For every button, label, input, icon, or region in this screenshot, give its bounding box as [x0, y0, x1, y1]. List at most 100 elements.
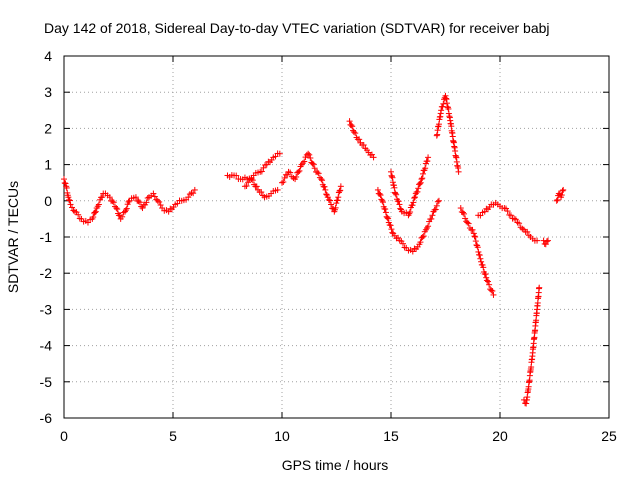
data-point: [434, 198, 441, 205]
data-point: [281, 174, 288, 181]
x-tick-label: 10: [274, 428, 290, 444]
data-point: [524, 228, 531, 235]
data-point: [63, 184, 70, 191]
data-point: [409, 202, 416, 209]
data-point: [287, 169, 294, 176]
data-point: [75, 211, 82, 218]
data-point: [67, 201, 74, 208]
data-point: [315, 170, 322, 177]
data-point: [461, 210, 468, 217]
data-point: [249, 177, 256, 184]
data-point: [318, 176, 325, 183]
x-axis-label: GPS time / hours: [282, 457, 389, 473]
data-point: [114, 206, 121, 213]
data-point: [144, 195, 151, 202]
data-point: [377, 192, 384, 199]
data-point: [65, 194, 72, 201]
data-point: [385, 215, 392, 222]
data-point: [488, 287, 495, 294]
data-point: [397, 205, 404, 212]
data-point: [470, 230, 477, 237]
y-tick-label: 4: [44, 48, 52, 64]
data-point: [174, 200, 181, 207]
data-point: [95, 201, 102, 208]
data-point: [151, 193, 158, 200]
data-point: [419, 175, 426, 182]
data-point: [350, 129, 357, 136]
data-point: [376, 190, 383, 197]
data-point: [295, 168, 302, 175]
data-point: [472, 238, 479, 245]
y-tick-label: -6: [40, 410, 53, 426]
data-point: [417, 239, 424, 246]
y-tick-label: -4: [40, 338, 53, 354]
data-point: [424, 158, 431, 165]
data-point: [459, 209, 466, 216]
data-point: [352, 130, 359, 137]
data-point: [333, 200, 340, 207]
data-point: [150, 190, 157, 197]
data-point: [425, 223, 432, 230]
data-point: [122, 207, 129, 214]
data-point: [483, 274, 490, 281]
data-point: [309, 160, 316, 167]
data-point: [322, 186, 329, 193]
data-point: [356, 136, 363, 143]
axis-ticks: [63, 55, 610, 419]
data-point: [99, 194, 106, 201]
data-point: [325, 196, 332, 203]
data-point: [346, 118, 353, 125]
data-point: [457, 205, 464, 212]
data-points: [61, 92, 567, 407]
data-point: [476, 252, 483, 259]
data-point: [382, 206, 389, 213]
data-point: [293, 173, 300, 180]
data-point: [536, 284, 543, 291]
data-point: [419, 234, 426, 241]
data-point: [462, 215, 469, 222]
data-point: [504, 208, 511, 215]
data-point: [301, 158, 308, 165]
data-point: [190, 190, 197, 197]
data-point: [388, 226, 395, 233]
data-point: [90, 214, 97, 221]
data-point: [374, 186, 381, 193]
data-point: [393, 191, 400, 198]
data-point: [485, 278, 492, 285]
x-tick-label: 25: [601, 428, 617, 444]
data-point: [143, 199, 150, 206]
data-point: [135, 198, 142, 205]
data-point: [191, 186, 198, 193]
data-point: [379, 197, 386, 204]
data-point: [419, 170, 426, 177]
data-point: [314, 169, 321, 176]
data-point: [395, 198, 402, 205]
y-tick-label: 3: [44, 84, 52, 100]
data-point: [482, 271, 489, 278]
data-point: [106, 194, 113, 201]
x-tick-label: 15: [383, 428, 399, 444]
data-point: [154, 197, 161, 204]
data-point: [306, 151, 313, 158]
data-point: [305, 150, 312, 157]
data-point: [136, 199, 143, 206]
data-point: [554, 196, 561, 203]
data-point: [542, 241, 549, 248]
data-point: [489, 288, 496, 295]
data-point: [516, 220, 523, 227]
data-point: [435, 197, 442, 204]
data-point: [311, 165, 318, 172]
data-point: [440, 100, 447, 107]
data-point: [414, 188, 421, 195]
data-point: [555, 190, 562, 197]
data-point: [560, 186, 567, 193]
data-point: [119, 213, 126, 220]
data-point: [543, 238, 550, 245]
data-point: [407, 209, 414, 216]
data-point: [471, 233, 478, 240]
data-point: [477, 212, 484, 219]
data-point: [512, 216, 519, 223]
data-point: [469, 226, 476, 233]
data-point: [185, 194, 192, 201]
data-point: [559, 187, 566, 194]
